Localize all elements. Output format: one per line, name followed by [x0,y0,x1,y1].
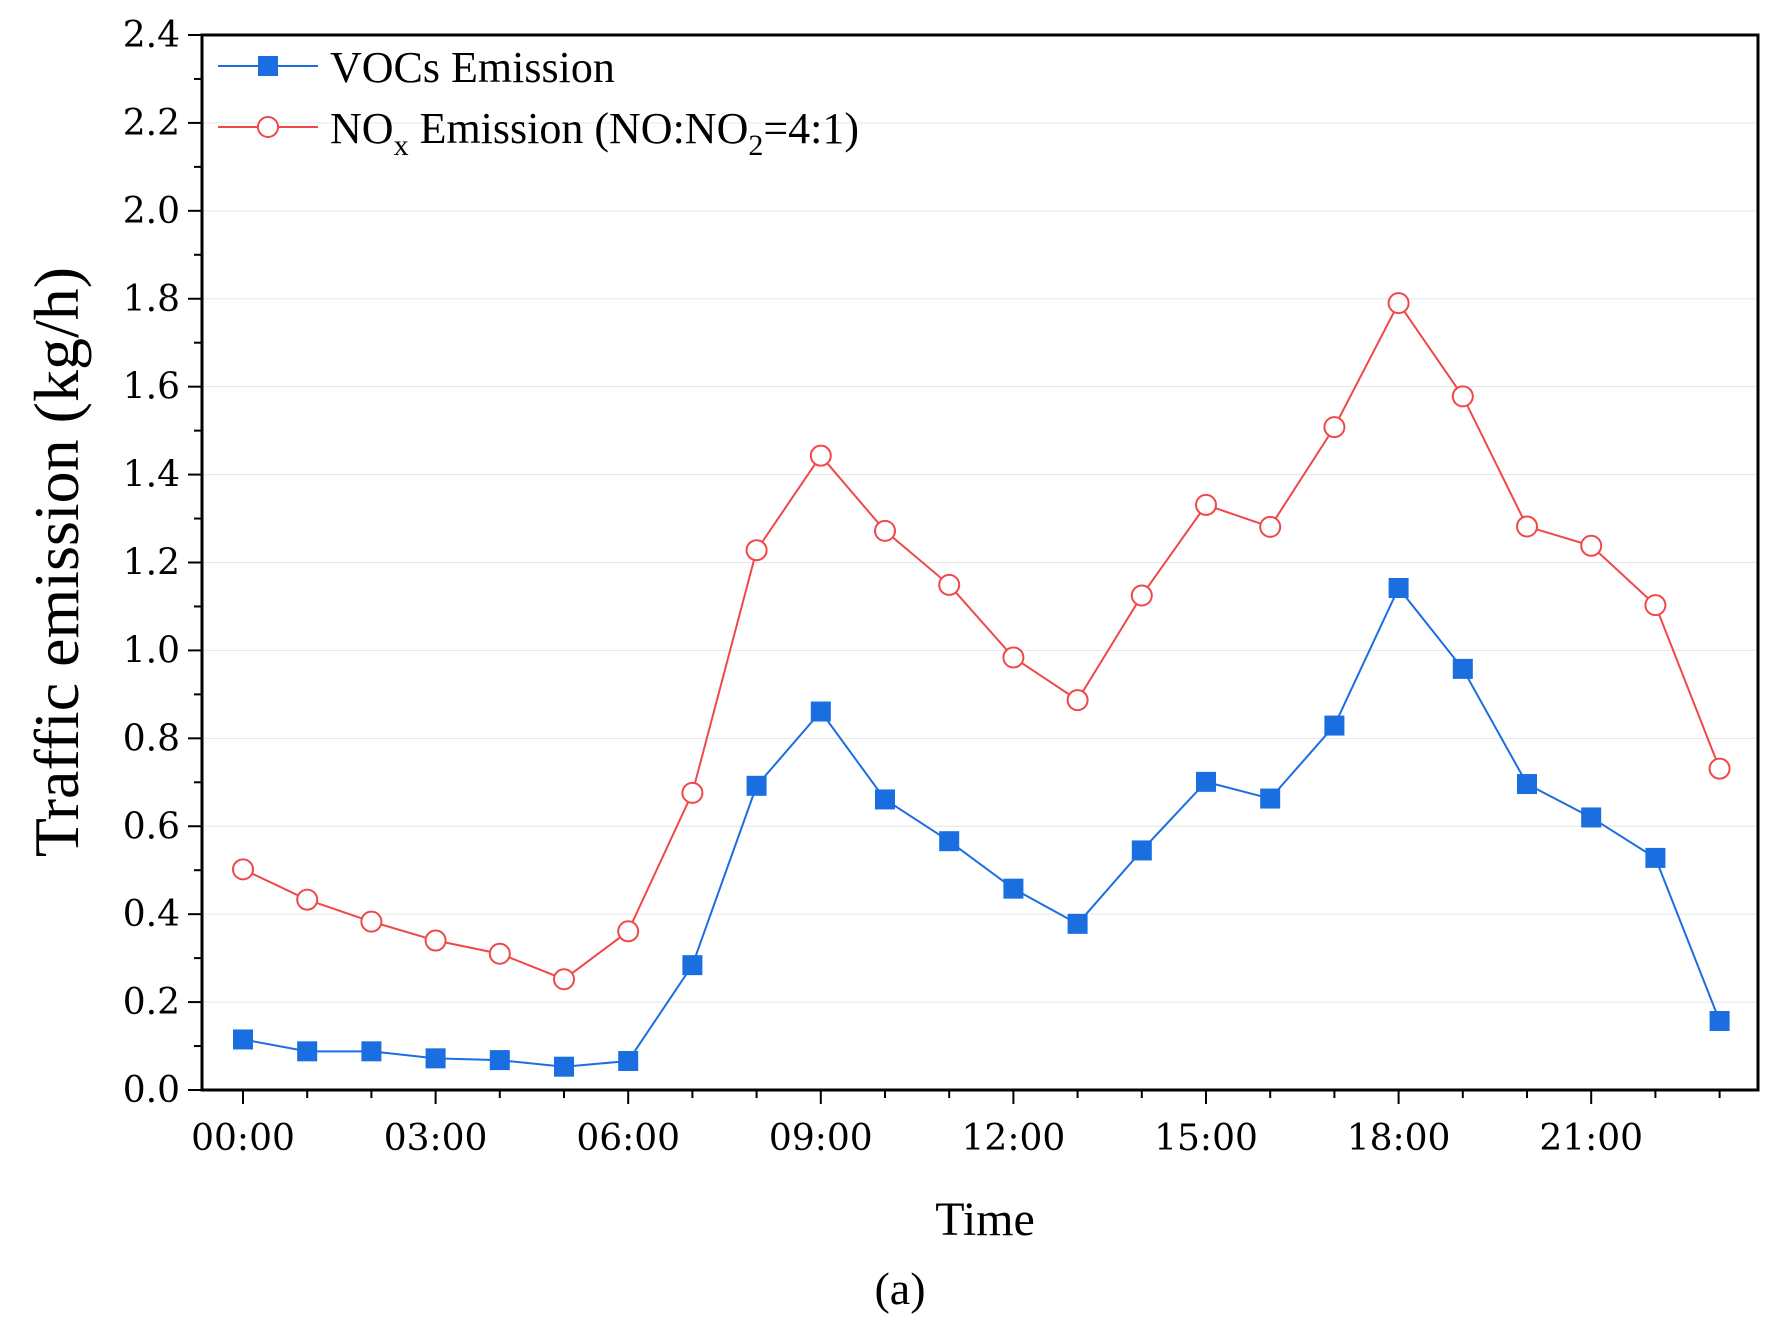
gridlines [202,122,1758,1003]
data-point-vocs [939,831,960,852]
data-point-vocs [1196,771,1216,792]
data-point-nox [232,858,254,881]
data-point-nox [1259,515,1282,538]
x-tick-label: 18:00 [1347,1118,1451,1159]
y-tick-label: 0.8 [123,718,180,759]
data-point-vocs [618,1050,639,1071]
y-tick-label: 2.0 [123,191,180,232]
data-point-vocs [682,955,703,976]
data-point-nox [1644,594,1667,617]
series-nox [232,292,1731,991]
data-point-nox [617,920,640,943]
data-point-vocs [1645,847,1666,868]
data-point-vocs [425,1048,446,1069]
data-point-nox [1323,416,1346,439]
data-point-vocs [1517,774,1537,795]
legend-label-nox: NOx Emission (NO:NO2=4:1) [330,104,859,162]
data-point-nox [745,539,768,562]
x-tick-label: 00:00 [191,1118,295,1159]
data-point-nox [1130,584,1153,607]
y-tick-label: 1.8 [123,279,180,320]
data-point-vocs [746,775,767,796]
data-point-nox [1451,385,1474,408]
y-tick-label: 1.4 [123,455,180,496]
data-point-nox [874,519,896,542]
data-point-vocs [297,1041,318,1062]
data-point-nox [424,929,447,952]
data-point-nox [938,573,961,596]
data-point-vocs [1003,878,1024,899]
figure-caption: (a) [874,1263,925,1314]
data-point-vocs [1260,788,1281,809]
series-line-vocs [242,586,1721,1068]
y-tick-label: 0.0 [123,1070,180,1111]
data-point-vocs [489,1050,510,1071]
legend: VOCs Emission NOx Emission (NO:NO2=4:1) [218,43,859,162]
plot-frame [200,33,1760,1092]
y-tick-label: 2.4 [123,15,180,56]
data-point-vocs [1452,658,1473,679]
data-point-nox [1387,292,1410,315]
x-tick-label: 09:00 [769,1118,873,1159]
legend-marker-vocs [258,56,278,76]
y-axis-title: Traffic emission (kg/h) [21,267,92,857]
data-point-nox [553,968,575,991]
x-tick-label: 03:00 [384,1118,488,1159]
y-tick-label: 1.0 [123,630,180,671]
data-point-vocs [1067,913,1088,934]
data-point-vocs [1709,1010,1730,1031]
data-point-nox [1708,757,1731,780]
data-point-vocs [361,1041,382,1062]
data-point-vocs [1388,577,1409,598]
y-tick-label: 2.2 [123,103,180,144]
data-point-vocs [875,789,895,810]
data-point-nox [296,888,319,911]
data-point-nox [360,910,383,933]
y-tick-label: 0.4 [123,894,180,935]
data-point-nox [1195,493,1217,516]
y-axis: 0.0 0.2 0.4 0.6 0.8 1.0 1.2 1.4 1.6 1.8 2.0 2.2 2.4 [123,15,202,1111]
data-point-vocs [233,1029,253,1050]
x-tick-label: 06:00 [576,1118,680,1159]
series-vocs [233,577,1730,1077]
data-point-nox [809,444,832,467]
data-point-vocs [1581,807,1602,828]
data-point-nox [1516,515,1538,538]
data-point-vocs [554,1056,574,1077]
x-tick-label: 12:00 [962,1118,1066,1159]
data-point-vocs [1131,840,1152,861]
data-point-nox [488,942,511,965]
data-point-vocs [810,701,831,722]
legend-label-vocs: VOCs Emission [330,43,615,92]
data-point-nox [1066,689,1089,712]
x-axis: 00:00 03:00 06:00 09:00 12:00 15:00 18:00 21:00 [191,1090,1721,1159]
x-axis-title: Time [935,1193,1035,1246]
x-tick-label: 15:00 [1154,1118,1258,1159]
data-point-nox [1580,534,1603,557]
legend-marker-nox [257,116,279,138]
y-tick-label: 0.2 [123,982,180,1023]
data-point-nox [681,781,704,804]
data-point-nox [1002,646,1025,669]
series-layer [232,292,1731,1077]
x-tick-label: 21:00 [1539,1118,1643,1159]
y-tick-label: 1.2 [123,543,180,584]
data-point-vocs [1324,715,1345,736]
y-tick-label: 0.6 [123,806,180,847]
y-tick-label: 1.6 [123,367,180,408]
